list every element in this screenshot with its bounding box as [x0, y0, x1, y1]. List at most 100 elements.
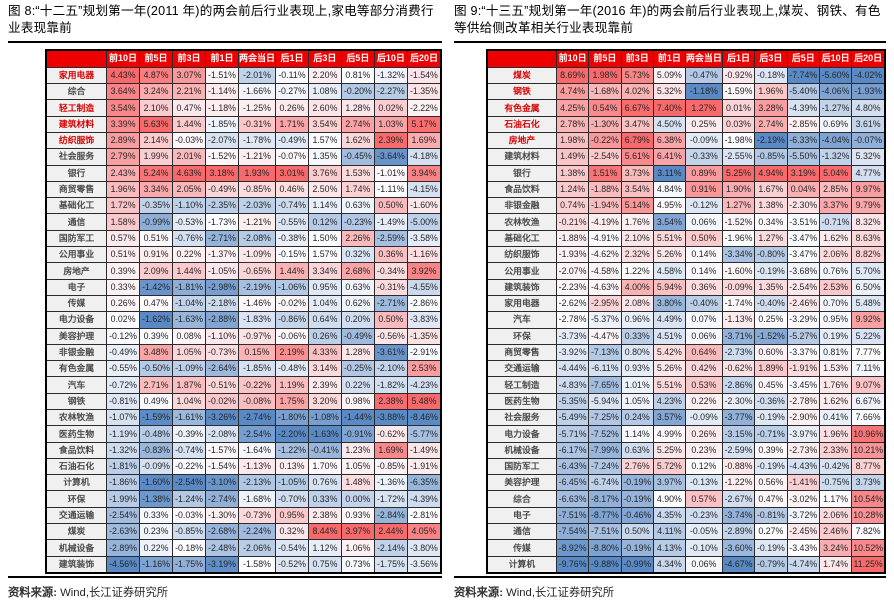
return-cell: 3.97% — [652, 474, 686, 492]
return-cell: 5.63% — [139, 115, 174, 133]
return-cell: 3.28% — [754, 99, 788, 117]
table-row: 综合 3.64% 3.24% 2.21% -1.14% -1.66% -0.27% 1.08%… — [45, 83, 442, 101]
return-cell: -0.19% — [754, 262, 788, 280]
table-row: 建筑材料 1.49% -2.54% 5.61% 6.41% -0.33% -2.55% -0.… — [486, 148, 886, 166]
return-cell: 2.21% — [172, 83, 206, 101]
return-cell: -0.05% — [684, 523, 723, 541]
return-cell: 4.58% — [652, 262, 686, 280]
return-cell: 11.25% — [851, 555, 886, 574]
return-cell: -0.02% — [205, 392, 239, 410]
return-cell: -1.10% — [205, 327, 239, 345]
industry-label: 交通运输 — [486, 360, 557, 378]
industry-label: 农林牧渔 — [45, 408, 108, 427]
return-cell: 3.01% — [274, 164, 309, 182]
return-cell: -1.85% — [205, 115, 239, 133]
column-header: 前10日 — [106, 49, 141, 68]
return-cell: -0.73% — [237, 506, 276, 525]
return-cell: 4.25% — [555, 99, 590, 117]
industry-label: 建筑材料 — [486, 148, 557, 166]
figure-9-top-rule — [454, 40, 886, 43]
return-cell: -2.55% — [721, 148, 756, 166]
return-cell: -2.07% — [205, 131, 239, 150]
return-cell: -1.38% — [139, 490, 174, 508]
return-cell: 1.44% — [172, 115, 206, 133]
return-cell: 3.37% — [818, 197, 853, 215]
return-cell: 4.35% — [652, 506, 686, 525]
table-row: 纺织服饰 2.89% 2.14% -0.03% -2.07% -1.78% -0.49% 1.… — [45, 131, 442, 150]
return-cell: -1.57% — [205, 441, 239, 459]
return-cell: -0.03% — [172, 131, 206, 150]
return-cell: -1.60% — [139, 474, 174, 492]
return-cell: 2.44% — [373, 523, 408, 541]
return-cell: -0.09% — [684, 408, 723, 427]
table-row: 美容护理 -6.45% -6.74% -0.19% 3.97% -0.13% -1.22% 0… — [486, 474, 886, 492]
return-cell: 4.02% — [620, 83, 654, 101]
return-cell: -2.68% — [205, 523, 239, 541]
return-cell: 0.51% — [139, 229, 174, 248]
return-cell: -3.64% — [373, 148, 408, 166]
return-cell: 0.39% — [106, 262, 141, 280]
return-cell: 5.51% — [652, 229, 686, 248]
return-cell: 0.95% — [307, 278, 342, 296]
return-cell: -2.88% — [205, 311, 239, 329]
source-label: 资料来源: — [454, 586, 503, 599]
return-cell: -2.54% — [172, 474, 206, 492]
return-cell: 1.01% — [620, 376, 654, 394]
figure-8-heatmap-table: 前10日 前5日 前3日 前1日 两会当日 后1日 后3日 后5日 后10日 后20日 家用电器 4… — [45, 48, 442, 574]
return-cell: -0.34% — [373, 262, 408, 280]
industry-label: 家用电器 — [45, 66, 108, 85]
column-header: 两会当日 — [684, 49, 723, 68]
table-row: 汽车 -0.72% 2.71% 1.87% -0.51% -0.22% 1.19% 2.39%… — [45, 376, 442, 394]
return-cell: 5.24% — [139, 164, 174, 182]
return-cell: 1.69% — [373, 441, 408, 459]
return-cell: -1.54% — [205, 457, 239, 476]
return-cell: 0.34% — [754, 213, 788, 231]
return-cell: -1.18% — [684, 83, 723, 101]
return-cell: -3.71% — [721, 327, 756, 345]
return-cell: -1.32% — [106, 441, 141, 459]
return-cell: 2.43% — [106, 164, 141, 182]
return-cell: -0.99% — [139, 213, 174, 231]
return-cell: 0.60% — [754, 343, 788, 362]
return-cell: 0.46% — [274, 180, 309, 199]
return-cell: 0.25% — [684, 115, 723, 133]
return-cell: 9.79% — [851, 197, 886, 215]
return-cell: 1.62% — [818, 229, 853, 248]
return-cell: 1.38% — [555, 164, 590, 182]
return-cell: 3.14% — [307, 360, 342, 378]
return-cell: -4.58% — [588, 262, 622, 280]
return-cell: -1.09% — [237, 246, 276, 264]
table-row: 基础化工 -1.88% -4.91% 2.10% 5.51% 0.50% -1.96% 1.2… — [486, 229, 886, 248]
return-cell: 5.42% — [652, 343, 686, 362]
table-row: 社会服务 -5.49% -7.25% 0.24% 3.57% -0.09% -3.77% -0… — [486, 408, 886, 427]
return-cell: 3.57% — [652, 408, 686, 427]
table-row: 电力设备 0.02% -1.62% -1.63% -2.88% -1.83% -0.86% 0… — [45, 311, 442, 329]
return-cell: 5.32% — [652, 83, 686, 101]
return-cell: 0.75% — [307, 555, 342, 574]
return-cell: 0.63% — [340, 197, 375, 215]
return-cell: 1.58% — [106, 213, 141, 231]
return-cell: -1.05% — [274, 474, 309, 492]
return-cell: -2.30% — [786, 197, 820, 215]
return-cell: 0.01% — [721, 99, 756, 117]
return-cell: -7.51% — [555, 506, 590, 525]
return-cell: -2.27% — [373, 83, 408, 101]
industry-label: 计算机 — [486, 555, 557, 574]
return-cell: 0.74% — [555, 197, 590, 215]
return-cell: 1.28% — [340, 99, 375, 117]
return-cell: 0.07% — [684, 311, 723, 329]
return-cell: -2.54% — [106, 506, 141, 525]
return-cell: 2.14% — [139, 131, 174, 150]
return-cell: -1.49% — [406, 441, 442, 459]
return-cell: 1.35% — [307, 148, 342, 166]
table-row: 商贸零售 1.96% 3.34% 2.05% -0.49% -0.85% 0.46% 2.50… — [45, 180, 442, 199]
return-cell: 0.27% — [754, 523, 788, 541]
return-cell: -1.78% — [237, 131, 276, 150]
return-cell: -1.51% — [205, 66, 239, 85]
return-cell: 1.96% — [754, 83, 788, 101]
table-row: 通信 -7.54% -7.51% 0.50% 4.11% -0.05% -2.89% 0.27… — [486, 523, 886, 541]
industry-label: 银行 — [486, 164, 557, 182]
return-cell: -6.63% — [555, 490, 590, 508]
return-cell: 0.93% — [620, 360, 654, 378]
return-cell: 1.89% — [754, 360, 788, 378]
